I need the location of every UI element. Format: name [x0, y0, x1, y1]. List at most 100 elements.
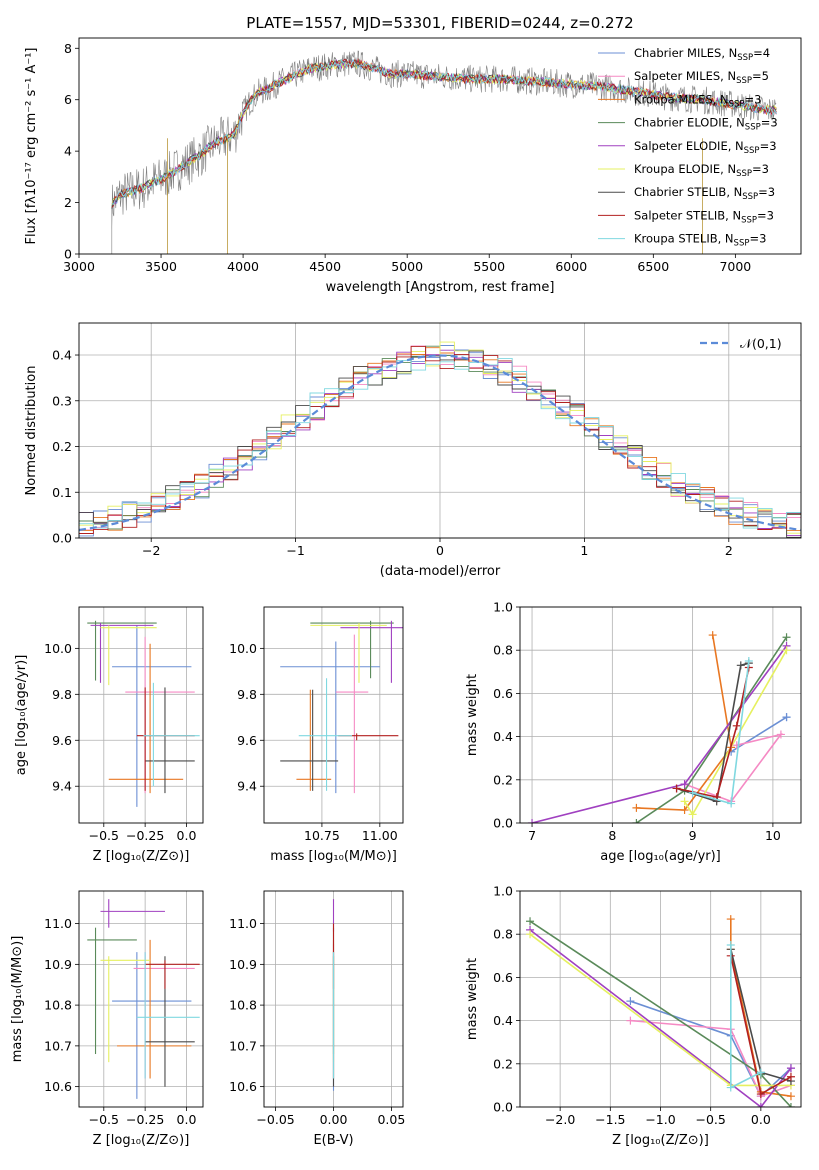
error-bars [87, 620, 200, 807]
x-tick-label: 5000 [391, 259, 423, 274]
error-bar-point [112, 625, 192, 807]
x-tick-label: 0.0 [177, 1112, 197, 1127]
error-bar-point [136, 687, 195, 791]
weight-marker [726, 941, 735, 949]
weight-vs-metallicity-panel: −2.0 −1.5 −1.0 −0.5 0.0 0.0 0.2 0.4 0.6 0.8 1.0 Z [… [465, 884, 802, 1148]
y-tick-label: 0.3 [52, 393, 72, 408]
y-tick-label: 0.0 [493, 816, 513, 831]
legend: 𝒩(0,1) [700, 336, 782, 351]
weight-marker [726, 1083, 735, 1092]
chart-title: PLATE=1557, MJD=53301, FIBERID=0244, z=0… [246, 14, 633, 32]
x-tick-label: 0 [436, 543, 444, 558]
x-tick-label: 5500 [473, 259, 505, 274]
x-tick-label: −1 [286, 543, 304, 558]
y-tick-label: 10.0 [229, 641, 257, 656]
y-tick-label: 0.2 [493, 772, 513, 787]
error-bar-point [136, 952, 200, 1079]
y-axis-label: Normed distribution [24, 366, 39, 496]
y-tick-label: 10.9 [229, 957, 257, 972]
y-tick-label: 11.0 [44, 916, 72, 931]
weight-line [676, 662, 750, 803]
x-axis-label: Z [log₁₀(Z/Z⊙)] [93, 849, 190, 864]
error-bar-point [145, 960, 200, 989]
x-tick-label: 8 [608, 828, 616, 843]
x-tick-label: 9 [689, 828, 697, 843]
x-tick-label: −0.5 [695, 1112, 725, 1127]
x-axis-label: age [log₁₀(age/yr)] [600, 849, 721, 864]
x-axis-label: wavelength [Angstrom, rest frame] [326, 280, 555, 295]
error-bar-point [296, 689, 332, 791]
grid-lines [79, 607, 203, 823]
weight-marker [786, 1064, 795, 1073]
x-tick-label: 7 [528, 828, 536, 843]
weight-line [684, 733, 783, 803]
x-axis-label: (data-model)/error [380, 564, 501, 579]
x-tick-label: 0.00 [320, 1112, 348, 1127]
y-axis-label: mass weight [465, 674, 480, 756]
weight-marker [786, 1103, 795, 1107]
y-tick-label: 9.4 [237, 779, 257, 794]
error-bar-point [112, 952, 192, 1099]
weight-marker [776, 730, 785, 739]
error-bar-point [335, 634, 369, 794]
weight-line [730, 919, 792, 1097]
histograms [79, 341, 801, 538]
x-tick-label: 0.0 [751, 1112, 771, 1127]
y-tick-label: 10.7 [229, 1038, 257, 1053]
error-bar-point [117, 939, 192, 1079]
y-tick-label: 11.0 [229, 916, 257, 931]
weight-marker [626, 997, 635, 1006]
y-tick-label: 10.0 [44, 641, 72, 656]
histogram-8 [79, 345, 801, 538]
axes-frame [78, 606, 204, 824]
error-bar-point [90, 623, 154, 683]
y-tick-label: 8 [64, 41, 72, 56]
legend-entry: Chabrier MILES, NSSP=4 [634, 46, 770, 63]
error-bar-point [87, 620, 157, 681]
weight-marker [632, 803, 641, 812]
y-tick-label: 10.9 [44, 957, 72, 972]
error-bar-point [340, 620, 403, 683]
x-tick-label: −0.05 [256, 1112, 294, 1127]
legend-entry: 𝒩(0,1) [740, 336, 782, 351]
weight-marker [732, 741, 741, 750]
weight-marker [756, 1090, 765, 1099]
weight-line [630, 1000, 792, 1098]
grid-lines [264, 607, 403, 823]
weight-marker [688, 810, 697, 819]
error-bar-point [100, 956, 151, 1063]
y-tick-label: 9.8 [52, 687, 72, 702]
legend-entry: Chabrier STELIB, NSSP=3 [634, 185, 775, 202]
weight-marker [786, 1072, 795, 1081]
error-bars [280, 620, 403, 794]
y-tick-label: 10.6 [229, 1079, 257, 1094]
y-tick-label: 2 [64, 195, 72, 210]
weight-marker [736, 661, 745, 670]
y-tick-label: 9.6 [52, 733, 72, 748]
weight-series [528, 631, 791, 823]
weight-marker [680, 780, 689, 789]
y-tick-label: 1.0 [493, 884, 513, 899]
weight-marker [782, 633, 791, 642]
error-bar-point [87, 927, 137, 1055]
weight-series-5 [528, 641, 791, 823]
weight-marker [672, 784, 681, 793]
weight-line [730, 716, 787, 753]
weight-marker [744, 657, 753, 665]
y-tick-label: 0.8 [493, 927, 513, 942]
y-tick-label: 0.2 [52, 439, 72, 454]
mass-vs-ebv-panel: −0.05 0.00 0.05 10.6 10.7 10.8 10.9 11.0 E(B-V) [229, 890, 405, 1148]
error-bar-point [338, 733, 399, 741]
x-tick-label: 0.05 [377, 1112, 405, 1127]
mass-vs-metallicity-panel: −0.5 −0.25 0.0 10.6 10.7 10.8 10.9 11.0 Z [log₁₀… [10, 890, 204, 1148]
x-axis-label: Z [log₁₀(Z/Z⊙)] [93, 1133, 190, 1148]
legend-entry: Salpeter ELODIE, NSSP=3 [634, 139, 777, 156]
legend-entry: Chabrier ELODIE, NSSP=3 [634, 116, 778, 133]
x-tick-label: 10.75 [304, 828, 340, 843]
error-bar-point [100, 625, 157, 686]
x-tick-label: −0.5 [89, 828, 119, 843]
weight-marker [756, 1068, 765, 1077]
residuals-panel: −2 −1 0 1 2 0.0 0.1 0.2 0.3 0.4 (data-model)/error… [24, 322, 802, 579]
y-tick-label: 10.8 [44, 998, 72, 1013]
weight-series-9 [726, 941, 765, 1092]
